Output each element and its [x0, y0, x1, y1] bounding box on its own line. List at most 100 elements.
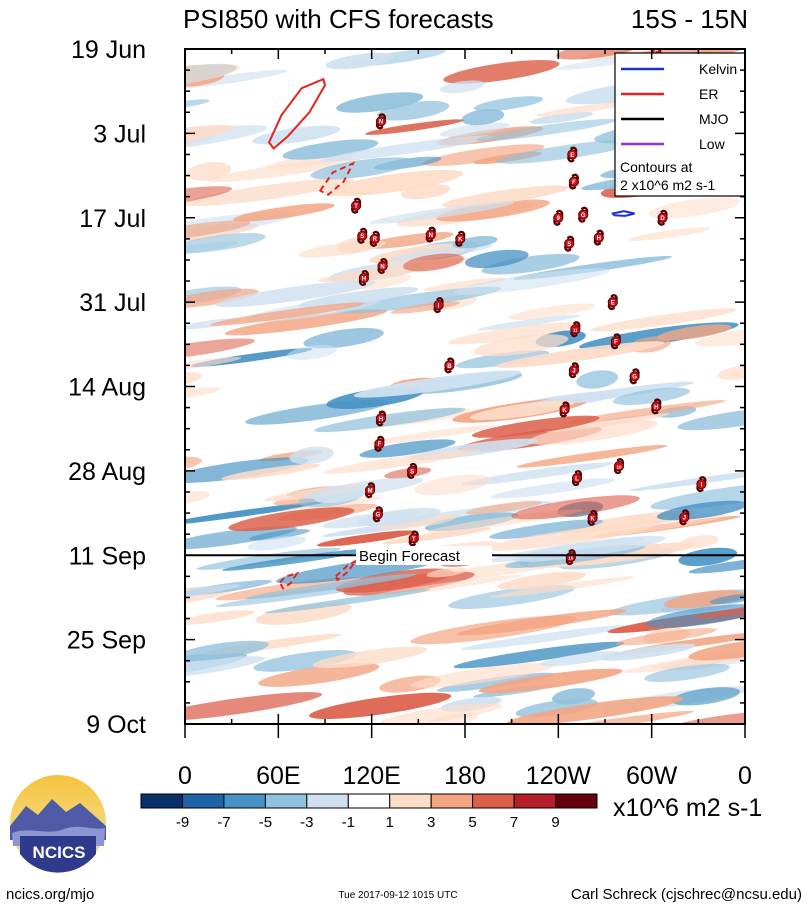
y-tick-label: 19 Jun: [71, 36, 146, 64]
anomaly-blob: [316, 530, 416, 547]
anomaly-blob: [258, 663, 380, 687]
storm-marker: B: [443, 357, 456, 374]
anomaly-blob: [439, 80, 485, 94]
x-tick-label: 0: [738, 762, 752, 790]
anomaly-blob: [481, 253, 580, 275]
storm-label: H: [379, 417, 383, 423]
colorbar-swatch: [306, 793, 349, 809]
anomaly-blob: [461, 108, 505, 126]
anomaly-blob: [185, 656, 266, 681]
storm-label: F: [572, 180, 576, 186]
colorbar-swatch: [389, 793, 432, 809]
anomaly-blob: [336, 92, 424, 113]
anomaly-blob: [185, 99, 210, 110]
y-tick-label: 3 Jul: [93, 120, 146, 148]
storm-marker: H: [358, 269, 370, 287]
colorbar-swatch: [264, 793, 308, 809]
anomaly-blob: [364, 119, 464, 135]
y-tick-label: 11 Sep: [69, 542, 146, 570]
storm-label: D: [660, 216, 665, 222]
anomaly-blob: [496, 139, 638, 164]
anomaly-blob: [185, 232, 266, 254]
anomaly-blob: [282, 139, 379, 160]
colorbar-label: -9: [176, 814, 189, 831]
storm-label: L: [575, 477, 579, 483]
anomaly-blob: [469, 400, 574, 421]
storm-marker: 15: [565, 549, 577, 566]
anomaly-blob: [196, 547, 341, 570]
storm-label: K: [562, 408, 567, 414]
storm-marker: T: [407, 530, 420, 547]
storm-marker: 9: [552, 209, 565, 226]
storm-marker: H: [650, 398, 663, 415]
colorbar-label: -5: [259, 814, 272, 831]
storm-marker: L: [571, 470, 583, 487]
storm-marker: H: [593, 229, 605, 246]
anomaly-blob: [185, 124, 235, 146]
y-tick-label: 25 Sep: [67, 627, 146, 655]
anomaly-blob: [453, 641, 625, 669]
anomaly-blob: [490, 478, 616, 499]
storm-marker: J: [678, 509, 691, 526]
legend-label-mjo: MJO: [699, 111, 729, 127]
legend-box: [614, 52, 746, 197]
anomaly-blob: [185, 338, 256, 362]
anomaly-blob: [663, 589, 745, 609]
anomaly-blob: [717, 365, 745, 380]
anomaly-blob: [562, 400, 726, 425]
anomaly-blob: [255, 602, 352, 625]
anomaly-blob: [264, 589, 431, 614]
storm-label: 15: [568, 556, 574, 561]
anomaly-blob: [473, 96, 544, 112]
anomaly-blob: [426, 567, 467, 578]
anomaly-blob: [287, 344, 337, 361]
anomaly-blob: [648, 197, 741, 219]
forecast-label: Begin Forecast: [359, 548, 461, 565]
anomaly-blob: [612, 387, 691, 406]
anomaly-blob: [359, 439, 456, 458]
anomaly-blob: [455, 350, 550, 369]
anomaly-blob: [303, 477, 423, 500]
storm-label: S: [360, 234, 364, 240]
legend-label-kelvin: Kelvin: [699, 61, 737, 77]
storm-label: B: [447, 364, 452, 370]
storm-marker: R: [368, 230, 381, 247]
anomaly-blob: [516, 444, 668, 468]
anomaly-blob: [403, 253, 464, 272]
anomaly-blob: [207, 157, 361, 183]
anomaly-blob: [694, 322, 745, 347]
storm-marker: K: [454, 230, 467, 247]
anomaly-blob: [233, 203, 335, 222]
forecast-start-marker: Begin Forecast: [185, 546, 745, 565]
colorbar-swatch: [347, 793, 391, 809]
storm-marker: T: [350, 197, 362, 214]
y-tick-label: 28 Aug: [68, 458, 146, 486]
y-tick-label: 9 Oct: [86, 711, 146, 739]
colorbar-label: -3: [300, 814, 313, 831]
contour-er: [278, 571, 300, 590]
storm-label: I: [701, 483, 703, 489]
storm-label: N: [429, 233, 433, 239]
anomaly-blob: [694, 599, 745, 619]
anomaly-blob: [460, 462, 614, 486]
colorbar-swatch: [472, 793, 515, 809]
colorbar-swatch: [513, 793, 557, 809]
anomaly-blob: [185, 640, 269, 662]
legend-note-line2: 2 x10^6 m2 s-1: [620, 177, 715, 193]
x-axis: 0 60E 120E 180 120W 60W 0: [178, 49, 752, 790]
storm-marker: I: [432, 297, 445, 314]
anomaly-blob: [489, 576, 636, 598]
anomaly-blob: [353, 370, 522, 398]
storm-marker: G: [628, 368, 641, 385]
storm-marker: N: [424, 226, 437, 243]
anomaly-blob: [615, 628, 717, 646]
colorbar-label: -7: [217, 814, 230, 831]
anomaly-blob: [214, 280, 376, 308]
footer-timestamp: Tue 2017-09-12 1015 UTC: [338, 890, 457, 901]
anomaly-blob: [688, 557, 745, 574]
x-tick-label: 60W: [626, 762, 678, 790]
anomaly-blob: [464, 249, 529, 269]
ncics-logo: NCICS: [10, 775, 106, 873]
storm-label: G: [581, 213, 586, 219]
anomaly-blob: [185, 186, 233, 209]
